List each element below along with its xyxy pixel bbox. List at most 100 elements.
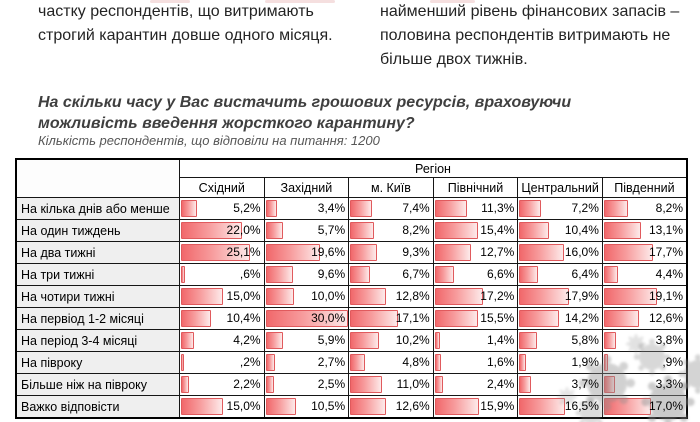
data-bar — [181, 244, 251, 261]
data-bar — [519, 354, 527, 371]
data-bar — [181, 398, 224, 415]
data-cell: 5,8% — [517, 329, 603, 352]
data-value: 3,7% — [571, 377, 599, 391]
data-value: 9,6% — [317, 267, 346, 281]
data-cell: 9,6% — [263, 263, 350, 286]
data-bar — [434, 222, 478, 239]
data-value: 1,4% — [486, 333, 515, 347]
row-label: На півроку — [15, 351, 180, 374]
row-label: На один тиждень — [15, 219, 180, 242]
data-cell: 7,2% — [517, 197, 603, 220]
data-cell: 1,9% — [517, 351, 603, 374]
data-bar — [265, 354, 275, 371]
data-cell: 16,5% — [517, 395, 603, 419]
data-bar — [350, 332, 380, 349]
data-cell: 10,5% — [263, 395, 350, 419]
data-bar — [603, 244, 653, 261]
data-value: 15,4% — [480, 223, 515, 237]
data-bar — [181, 288, 224, 305]
data-bar — [519, 266, 539, 283]
table-row: На три тижні ,6% 9,6% 6,7% 6,6% 6,4% 4,4% — [15, 263, 688, 286]
data-value: 17,9% — [564, 289, 599, 303]
column-header-4: Центральний — [517, 177, 603, 198]
data-value: 15,0% — [226, 399, 261, 413]
row-label: Більше ніж на півроку — [15, 373, 180, 396]
data-value: 2,5% — [317, 377, 346, 391]
data-value: ,2% — [239, 355, 261, 369]
data-cell: 10,0% — [263, 285, 350, 308]
data-bar — [519, 310, 560, 327]
data-bar — [350, 354, 366, 371]
data-bar — [434, 288, 483, 305]
data-cell: 1,6% — [432, 351, 519, 374]
data-cell: 2,2% — [179, 373, 265, 396]
data-cell: 12,6% — [601, 307, 688, 330]
table-row: На кілька днів або менше 5,2% 3,4% 7,4% 11,3… — [15, 197, 688, 220]
data-cell: 10,4% — [517, 219, 603, 242]
data-bar — [603, 310, 640, 327]
group-header-row: Регіон — [15, 158, 688, 198]
data-cell: 22,0% — [179, 219, 265, 242]
data-value: 7,4% — [402, 201, 430, 215]
data-cell: ,2% — [179, 351, 265, 374]
data-value: 15,0% — [226, 289, 261, 303]
data-value: 10,4% — [226, 311, 261, 325]
data-bar — [350, 310, 398, 327]
data-value: 22,0% — [226, 223, 261, 237]
data-cell: 15,4% — [432, 219, 519, 242]
data-bar — [434, 200, 467, 217]
data-bar — [519, 200, 541, 217]
table-row: Важко відповісти 15,0% 10,5% 12,6% 15,9% 16,5… — [15, 395, 688, 419]
data-bar — [350, 244, 378, 261]
data-value: 17,1% — [395, 311, 430, 325]
data-value: 10,5% — [311, 399, 346, 413]
data-value: 11,3% — [481, 201, 515, 215]
data-bar — [265, 398, 296, 415]
data-cell: 6,4% — [517, 263, 603, 286]
data-bar — [434, 354, 441, 371]
data-bar — [181, 266, 185, 283]
data-bar — [265, 222, 283, 239]
top-edge-artifact — [150, 0, 190, 3]
data-value: 11,0% — [396, 377, 430, 391]
data-bar — [265, 244, 320, 261]
data-value: 4,4% — [655, 267, 683, 281]
row-label: Важко відповісти — [15, 395, 180, 419]
data-value: 10,2% — [395, 333, 430, 347]
data-cell: 7,4% — [348, 197, 434, 220]
data-bar — [350, 200, 372, 217]
row-label: На два тижні — [15, 241, 180, 264]
data-value: 6,6% — [486, 267, 515, 281]
data-cell: 8,2% — [601, 197, 688, 220]
data-bar — [434, 332, 441, 349]
data-cell: 6,7% — [348, 263, 434, 286]
row-label: На період 3-4 місяці — [15, 329, 180, 352]
data-cell: 12,6% — [348, 395, 434, 419]
data-bar — [265, 310, 348, 327]
table-row: Більше ніж на півроку 2,2% 2,5% 11,0% 2,4% 3,… — [15, 373, 688, 396]
data-cell: 5,9% — [263, 329, 350, 352]
data-value: 12,7% — [480, 245, 515, 259]
data-value: 15,5% — [480, 311, 515, 325]
data-value: 19,1% — [648, 289, 683, 303]
data-value: 17,0% — [648, 399, 683, 413]
row-label: На кілька днів або менше — [15, 197, 180, 220]
column-header-1: Західний — [263, 177, 350, 198]
data-cell: 17,2% — [432, 285, 519, 308]
data-value: 17,7% — [648, 245, 683, 259]
data-value: 12,8% — [395, 289, 430, 303]
data-value: 30,0% — [311, 311, 346, 325]
row-label: На чотири тижні — [15, 285, 180, 308]
row-label: На три тижні — [15, 263, 180, 286]
data-bar — [519, 288, 570, 305]
data-cell: 3,7% — [517, 373, 603, 396]
data-cell: 13,1% — [601, 219, 688, 242]
data-value: 7,2% — [571, 201, 599, 215]
table-row: На два тижні 25,1% 19,6% 9,3% 12,7% 16,0% 17,7… — [15, 241, 688, 264]
data-value: 3,3% — [655, 377, 683, 391]
data-cell: 14,2% — [517, 307, 603, 330]
intro-paragraph-left: частку респондентів, що витримають строг… — [38, 3, 333, 44]
data-cell: 17,7% — [601, 241, 688, 264]
corner-cell — [15, 158, 180, 198]
